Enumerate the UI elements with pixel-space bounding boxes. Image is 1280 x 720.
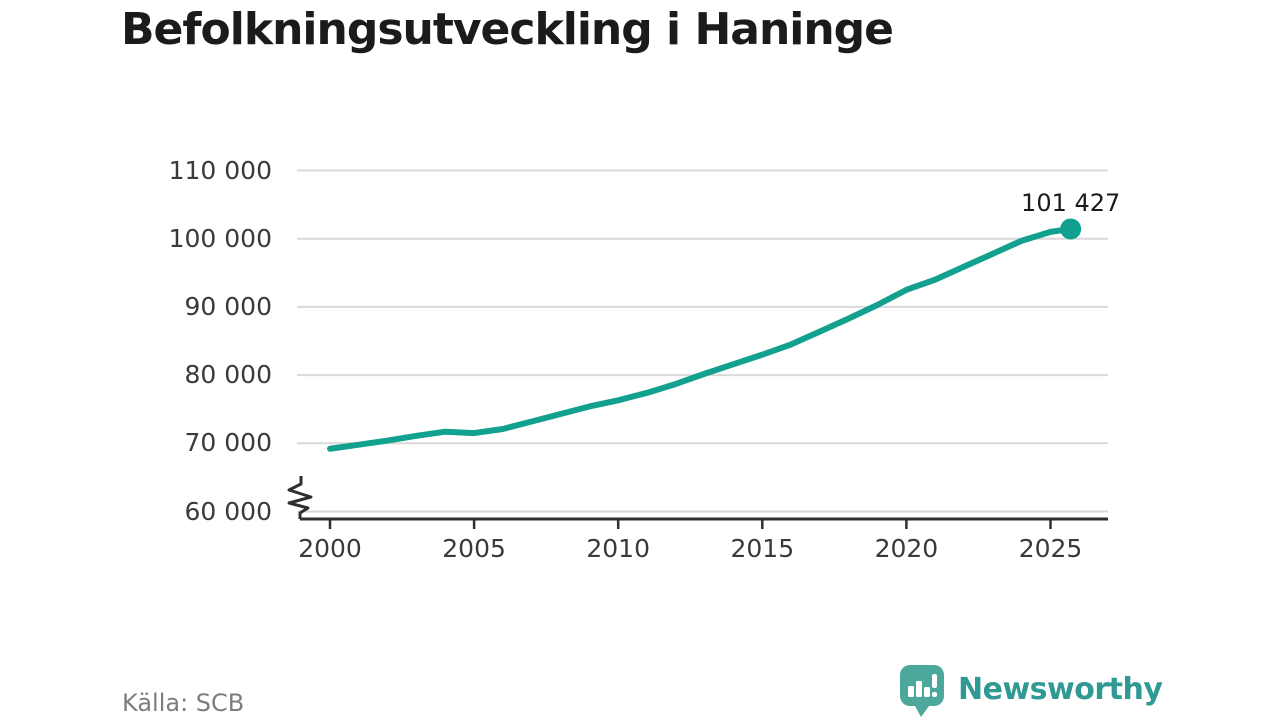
y-axis-tick-label: 80 000 [184,360,272,390]
end-value-label: 101 427 [1021,188,1121,217]
page-title: Befolkningsutveckling i Haninge [121,4,894,55]
x-axis-tick-label: 2015 [730,534,795,563]
source-caption: Källa: SCB [122,689,245,717]
newsworthy-logo-text: Newsworthy [958,672,1163,707]
x-axis-tick-label: 2025 [1018,534,1083,563]
y-axis-tick-label: 60 000 [184,496,272,526]
y-axis-tick-label: 100 000 [168,223,272,253]
x-axis-tick-label: 2020 [874,534,939,563]
newsworthy-logo-icon [900,665,944,717]
newsworthy-logo: Newsworthy [900,665,1163,717]
y-axis-tick-label: 110 000 [168,155,272,185]
x-axis-tick-label: 2010 [586,534,650,563]
y-axis-tick-label: 70 000 [184,428,272,458]
x-axis-tick-label: 2005 [442,534,506,563]
x-axis-tick-label: 2000 [298,534,362,563]
y-axis-tick-label: 90 000 [184,291,272,321]
